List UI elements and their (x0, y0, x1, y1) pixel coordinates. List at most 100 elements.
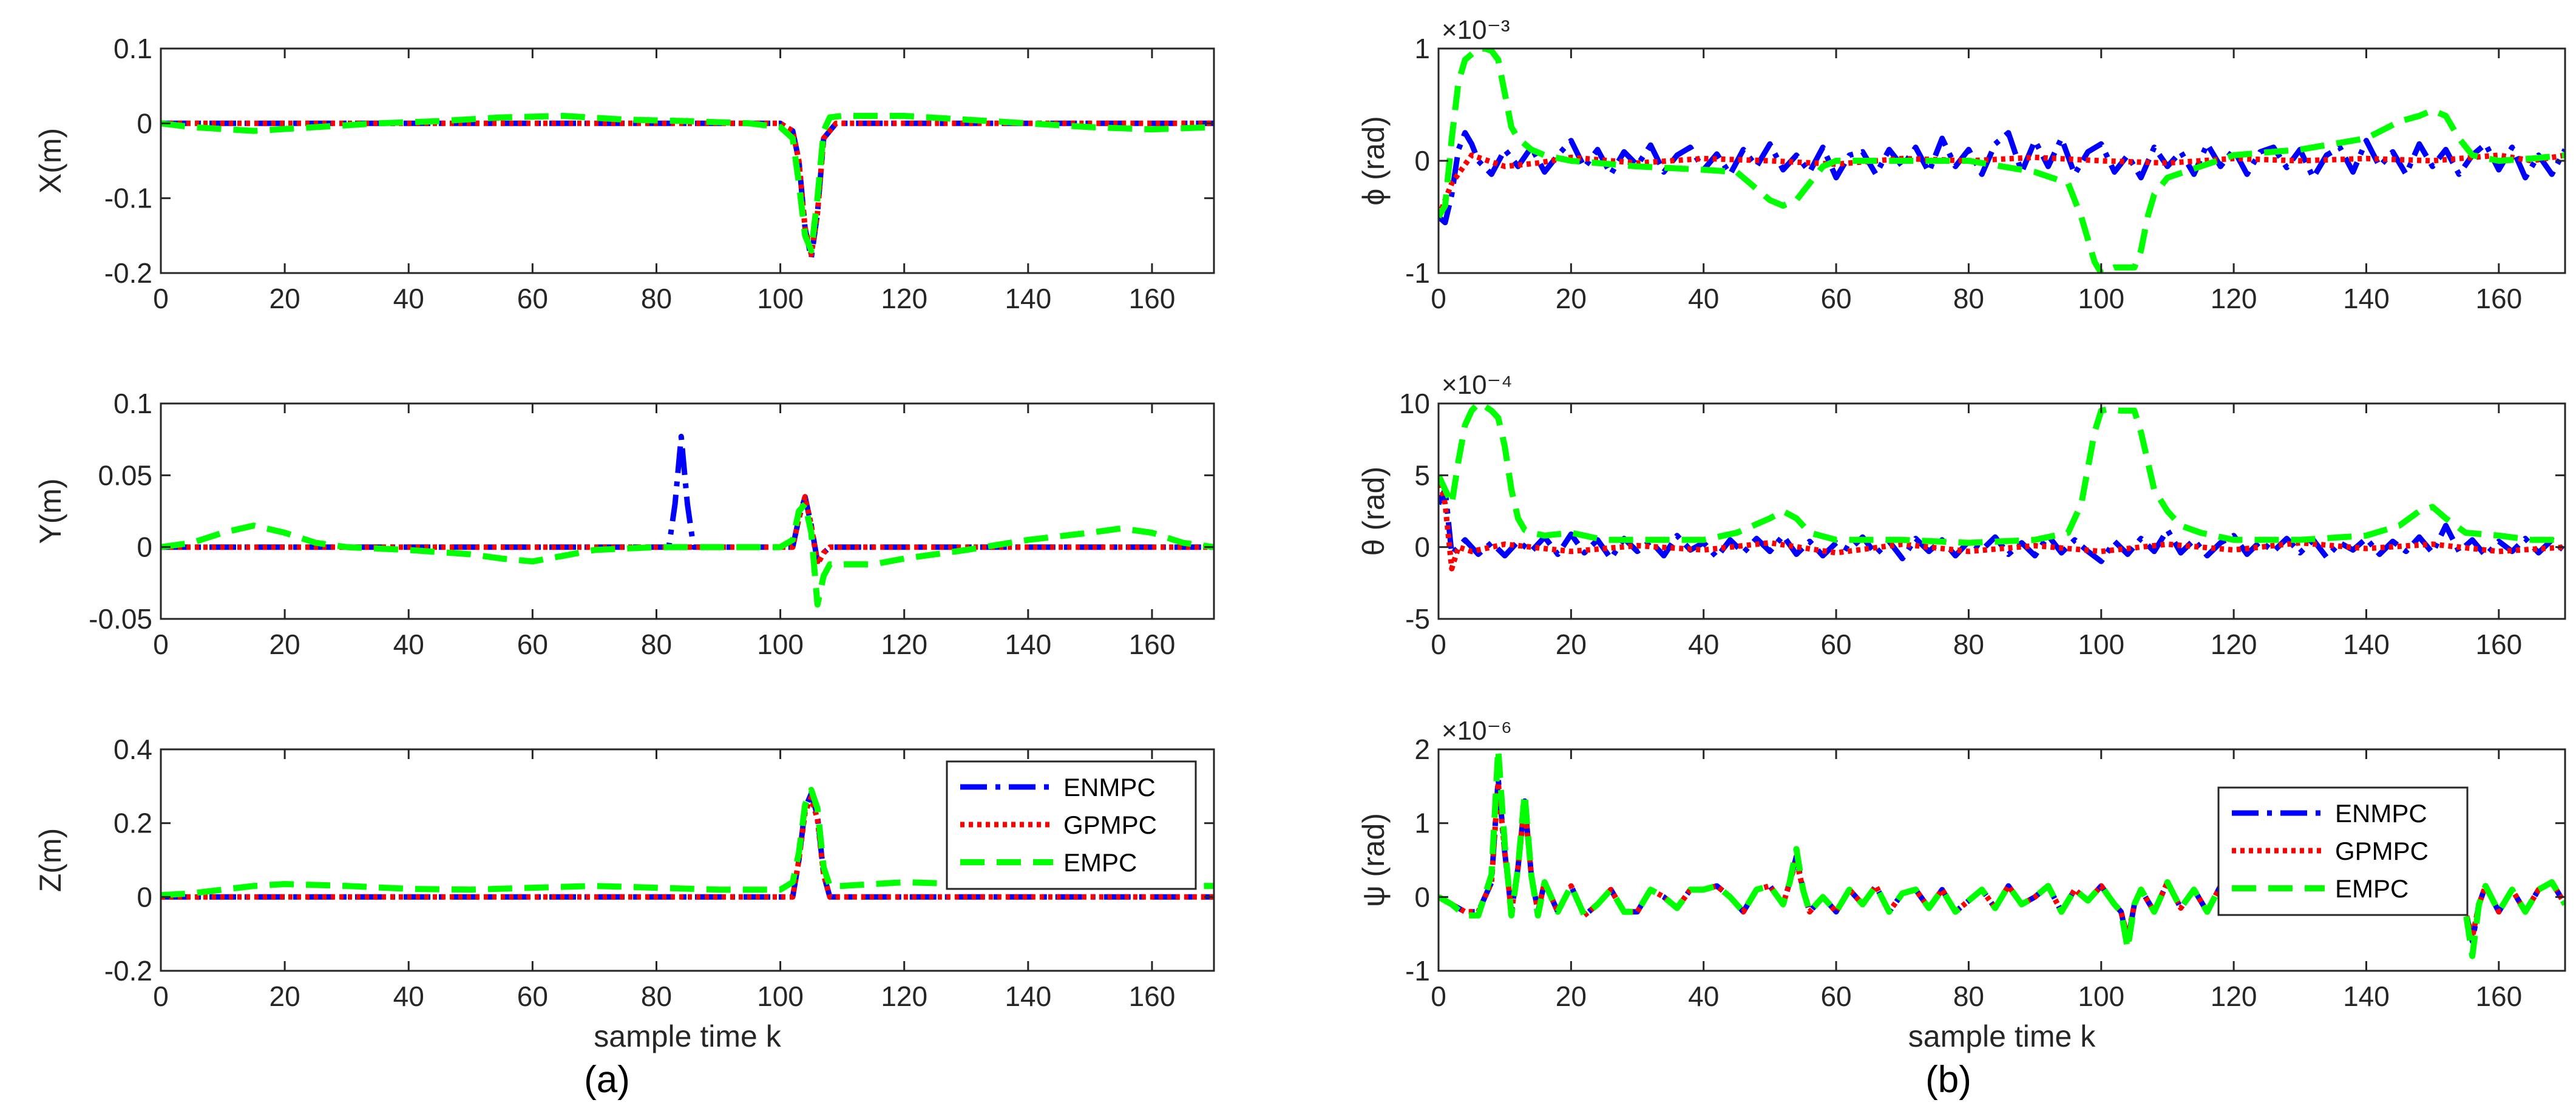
x-tick-label: 60 (1820, 283, 1851, 314)
x-tick-label: 100 (757, 981, 804, 1012)
x-tick-label: 140 (1005, 283, 1051, 314)
legend-label-enmpc: ENMPC (1063, 773, 1156, 802)
y-tick-label: 0.05 (98, 459, 152, 491)
axes-frame (1437, 402, 2566, 620)
x-tick-label: 120 (2211, 283, 2257, 314)
x-tick-label: 100 (757, 629, 804, 660)
x-tick-label: 20 (269, 283, 300, 314)
caption-b: (b) (1925, 1059, 1971, 1101)
x-tick-label: 40 (393, 283, 424, 314)
y-tick-label: 5 (1414, 459, 1430, 491)
y-tick-label: -0.1 (104, 183, 152, 214)
caption-a: (a) (584, 1059, 630, 1101)
x-tick-label: 140 (2343, 283, 2390, 314)
axes-frame (160, 47, 1215, 274)
series-group (1439, 49, 2565, 273)
legend: ENMPC GPMPC EMPC (2217, 786, 2469, 916)
series-line-empc (161, 786, 1214, 899)
x-tick-label: 0 (1431, 981, 1446, 1012)
y-tick-label: -0.2 (104, 257, 152, 289)
x-tick-label: 140 (1005, 981, 1051, 1012)
y-tick-label: -0.2 (104, 955, 152, 987)
x-tick-label: 0 (153, 629, 169, 660)
plots-layer: 0 20 40 60 80 100 120 140 160-0.2-0.100.1X(m)0 20… (33, 15, 2566, 1053)
series-line-empc (161, 501, 1214, 608)
x-tick-label: 160 (2475, 283, 2522, 314)
y-tick-label: -1 (1405, 257, 1430, 289)
x-tick-label: 40 (393, 629, 424, 660)
legend-label-enmpc: ENMPC (2335, 799, 2427, 828)
x-tick-label: 160 (2475, 629, 2522, 660)
series-group (1439, 403, 2565, 572)
x-tick-label: 40 (393, 981, 424, 1012)
y-axis-label: ψ (rad) (1357, 813, 1391, 907)
y-axis-label: Z(m) (33, 828, 67, 893)
x-axis-label: sample time k (1908, 1019, 2096, 1053)
x-tick-label: 60 (517, 283, 548, 314)
x-tick-label: 20 (269, 981, 300, 1012)
y-tick-label: -5 (1405, 603, 1430, 635)
y-tick-label: 1 (1414, 808, 1430, 839)
y-tick-label: 0 (137, 532, 152, 563)
x-tick-label: 140 (2343, 629, 2390, 660)
y-tick-label: -0.05 (89, 603, 152, 635)
x-tick-label: 100 (2078, 283, 2124, 314)
axes-frame (160, 748, 1215, 972)
x-tick-label: 100 (757, 283, 804, 314)
x-tick-label: 160 (2475, 981, 2522, 1012)
y-tick-label: 0.4 (114, 734, 152, 765)
x-tick-label: 0 (1431, 283, 1446, 314)
y-axis-label: Y(m) (33, 478, 67, 544)
x-tick-label: 0 (1431, 629, 1446, 660)
y-tick-label: 10 (1399, 388, 1430, 419)
y-axis-label: X(m) (33, 128, 67, 194)
y-axis-label: θ (rad) (1357, 467, 1391, 556)
x-tick-label: 160 (1129, 629, 1176, 660)
x-axis-label: sample time k (594, 1019, 781, 1053)
series-line-empc (161, 113, 1214, 254)
y-exponent-label: ×10⁻³ (1442, 15, 1510, 45)
axes-frame (160, 402, 1215, 620)
y-exponent-label: ×10⁻⁶ (1442, 716, 1512, 746)
x-tick-label: 20 (1556, 981, 1587, 1012)
x-tick-label: 100 (2078, 629, 2124, 660)
x-tick-label: 120 (881, 981, 927, 1012)
x-tick-label: 40 (1688, 283, 1719, 314)
axes-frame (1437, 748, 2566, 972)
series-line-gpmpc (161, 794, 1214, 900)
series-line-enmpc (1439, 130, 2565, 226)
y-tick-label: 1 (1414, 33, 1430, 64)
x-tick-label: 0 (153, 981, 169, 1012)
series-group (161, 113, 1214, 261)
series-line-enmpc (1439, 487, 2565, 564)
x-tick-label: 20 (1556, 629, 1587, 660)
series-line-enmpc (161, 120, 1214, 261)
x-tick-label: 0 (153, 283, 169, 314)
y-tick-label: 0.2 (114, 808, 152, 839)
x-tick-label: 40 (1688, 629, 1719, 660)
series-line-gpmpc (1439, 474, 2565, 572)
series-group (161, 786, 1214, 900)
y-tick-label: 0 (1414, 881, 1430, 913)
x-tick-label: 120 (2211, 981, 2257, 1012)
legend-label-gpmpc: GPMPC (2335, 837, 2429, 865)
y-exponent-label: ×10⁻⁴ (1442, 370, 1513, 400)
y-tick-label: 0 (1414, 145, 1430, 177)
x-tick-label: 80 (641, 629, 672, 660)
x-tick-label: 120 (881, 283, 927, 314)
legend: ENMPC GPMPC EMPC (946, 760, 1197, 890)
y-axis-label: ϕ (rad) (1357, 116, 1391, 205)
x-tick-label: 80 (1953, 981, 1984, 1012)
y-tick-label: 0 (137, 107, 152, 139)
x-tick-label: 40 (1688, 981, 1719, 1012)
x-tick-label: 60 (517, 629, 548, 660)
legend-label-empc: EMPC (1063, 848, 1137, 877)
x-tick-label: 160 (1129, 981, 1176, 1012)
x-tick-label: 80 (641, 981, 672, 1012)
series-line-empc (1439, 403, 2565, 546)
series-line-gpmpc (161, 120, 1214, 257)
